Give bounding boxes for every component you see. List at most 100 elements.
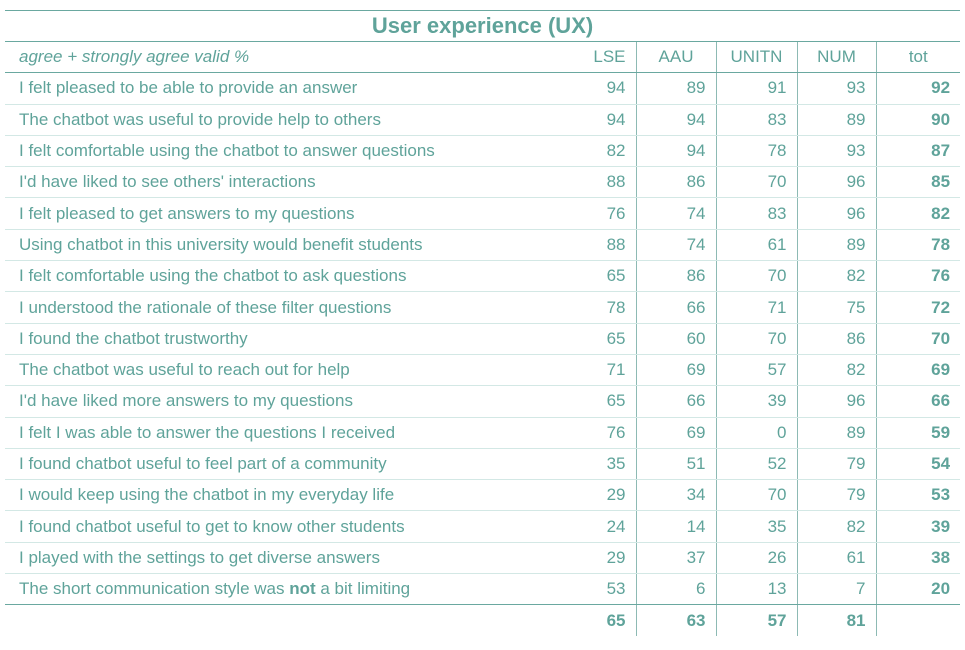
table-row: I felt comfortable using the chatbot to …	[5, 260, 961, 293]
cell-value: 66	[635, 291, 716, 324]
table-row: I understood the rationale of these filt…	[5, 291, 961, 324]
cell-value: 78	[715, 135, 797, 168]
row-label: The chatbot was useful to provide help t…	[5, 104, 560, 136]
cell-value: 65	[560, 385, 636, 418]
row-label: I would keep using the chatbot in my eve…	[5, 479, 560, 512]
column-header-unitn: UNITN	[715, 41, 797, 74]
table-row: I'd have liked more answers to my questi…	[5, 385, 961, 418]
table-title: User experience (UX)	[5, 10, 961, 42]
total-value: 72	[875, 291, 961, 324]
row-label: I played with the settings to get divers…	[5, 542, 560, 575]
row-label: I'd have liked more answers to my questi…	[5, 385, 560, 418]
cell-value: 34	[635, 479, 716, 512]
cell-value: 89	[796, 417, 876, 449]
table-row: I played with the settings to get divers…	[5, 542, 961, 575]
cell-value: 74	[635, 197, 716, 230]
table-row: The chatbot was useful to provide help t…	[5, 104, 961, 136]
cell-value: 82	[796, 354, 876, 387]
row-label: I felt comfortable using the chatbot to …	[5, 135, 560, 168]
cell-value: 66	[635, 385, 716, 418]
cell-value: 76	[560, 197, 636, 230]
row-label: The short communication style was not a …	[5, 573, 560, 606]
cell-value: 69	[635, 417, 716, 449]
cell-value: 83	[715, 104, 797, 136]
cell-value: 94	[635, 104, 716, 136]
footer-label	[5, 605, 560, 636]
cell-value: 24	[560, 510, 636, 543]
table-row: I would keep using the chatbot in my eve…	[5, 479, 961, 512]
cell-value: 96	[796, 385, 876, 418]
total-value: 78	[875, 229, 961, 262]
cell-value: 88	[560, 166, 636, 199]
cell-value: 14	[635, 510, 716, 543]
table-row: I felt comfortable using the chatbot to …	[5, 135, 961, 168]
row-label: I found the chatbot trustworthy	[5, 323, 560, 355]
cell-value: 82	[560, 135, 636, 168]
cell-value: 82	[796, 510, 876, 543]
cell-value: 94	[560, 104, 636, 136]
column-header-num: NUM	[796, 41, 876, 74]
cell-value: 60	[635, 323, 716, 355]
cell-value: 74	[635, 229, 716, 262]
cell-value: 29	[560, 542, 636, 575]
cell-value: 76	[560, 417, 636, 449]
cell-value: 89	[635, 72, 716, 105]
cell-value: 70	[715, 323, 797, 355]
cell-value: 89	[796, 104, 876, 136]
footer-value: 63	[635, 604, 716, 637]
cell-value: 61	[796, 542, 876, 575]
row-label: I felt comfortable using the chatbot to …	[5, 260, 560, 293]
cell-value: 93	[796, 135, 876, 168]
cell-value: 93	[796, 72, 876, 105]
cell-value: 53	[560, 573, 636, 606]
total-value: 85	[875, 166, 961, 199]
cell-value: 52	[715, 448, 797, 481]
label-text: a bit limiting	[315, 579, 411, 599]
cell-value: 83	[715, 197, 797, 230]
cell-value: 96	[796, 197, 876, 230]
row-label: I felt I was able to answer the question…	[5, 417, 560, 449]
footer-value: 81	[796, 604, 876, 637]
cell-value: 37	[635, 542, 716, 575]
cell-value: 65	[560, 260, 636, 293]
cell-value: 96	[796, 166, 876, 199]
cell-value: 86	[635, 166, 716, 199]
table-row: The chatbot was useful to reach out for …	[5, 354, 961, 387]
table-row: Using chatbot in this university would b…	[5, 229, 961, 262]
total-value: 54	[875, 448, 961, 481]
total-value: 92	[875, 72, 961, 105]
row-label: I found chatbot useful to feel part of a…	[5, 448, 560, 481]
column-header-tot: tot	[875, 41, 961, 74]
cell-value: 94	[635, 135, 716, 168]
cell-value: 86	[796, 323, 876, 355]
cell-value: 88	[560, 229, 636, 262]
cell-value: 89	[796, 229, 876, 262]
row-label: I'd have liked to see others' interactio…	[5, 166, 560, 199]
table-row: The short communication style was not a …	[5, 573, 961, 606]
table-row: I'd have liked to see others' interactio…	[5, 166, 961, 199]
cell-value: 94	[560, 72, 636, 105]
row-label: The chatbot was useful to reach out for …	[5, 354, 560, 387]
total-value: 76	[875, 260, 961, 293]
cell-value: 29	[560, 479, 636, 512]
cell-value: 86	[635, 260, 716, 293]
cell-value: 61	[715, 229, 797, 262]
cell-value: 13	[715, 573, 797, 606]
total-value: 59	[875, 417, 961, 449]
total-value: 87	[875, 135, 961, 168]
cell-value: 82	[796, 260, 876, 293]
ux-table: User experience (UX) agree + strongly ag…	[5, 10, 961, 637]
cell-value: 79	[796, 479, 876, 512]
cell-value: 78	[560, 291, 636, 324]
total-value: 39	[875, 510, 961, 543]
total-value: 53	[875, 479, 961, 512]
row-label: Using chatbot in this university would b…	[5, 229, 560, 262]
cell-value: 6	[635, 573, 716, 606]
cell-value: 91	[715, 72, 797, 105]
footer-row: 65 63 57 81	[5, 604, 961, 637]
total-value: 20	[875, 573, 961, 606]
cell-value: 0	[715, 417, 797, 449]
cell-value: 51	[635, 448, 716, 481]
table-row: I found chatbot useful to get to know ot…	[5, 510, 961, 543]
cell-value: 71	[715, 291, 797, 324]
